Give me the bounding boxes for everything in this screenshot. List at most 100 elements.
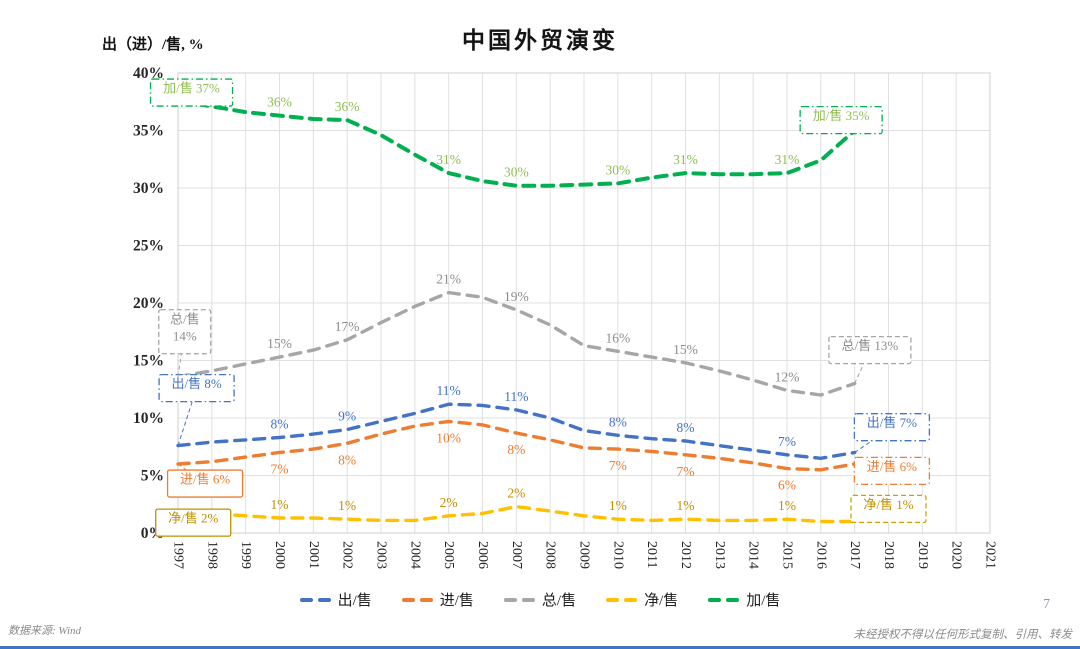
callout-label: 总/售 (170, 311, 200, 326)
x-tick-label: 2001 (306, 541, 321, 569)
series-line-4 (176, 98, 857, 188)
x-tick-label: 2002 (340, 541, 355, 569)
x-tick-label: 2015 (780, 541, 795, 569)
callout-box (853, 413, 931, 442)
source-note: 数据来源: Wind (8, 625, 82, 637)
callout-box (166, 469, 244, 498)
callout-box (158, 373, 235, 403)
legend-dash-icon (299, 597, 331, 602)
data-label: 7% (609, 458, 627, 473)
legend-dash-icon (401, 597, 433, 602)
x-tick-label: 2019 (915, 541, 930, 569)
legend: 出/售 进/售 总/售 净/售 加/售 (0, 589, 1080, 610)
data-label: 2% (507, 486, 525, 501)
callout-box (155, 508, 232, 537)
y-tick-label: 40% (133, 65, 164, 82)
x-tick-label: 2011 (644, 541, 659, 568)
callout-label: 14% (173, 328, 197, 343)
data-label: 21% (436, 272, 461, 287)
callout-label: 加/售 37% (163, 81, 220, 96)
chart-title: 中国外贸演变 (462, 28, 618, 53)
legend-label: 净/售 (644, 593, 679, 609)
y-tick-label: 20% (133, 295, 164, 312)
callout-box (853, 456, 931, 486)
data-label: 1% (338, 498, 356, 513)
x-tick-label: 2012 (678, 541, 693, 569)
footer-accent-bar (0, 646, 1080, 649)
data-label: 15% (267, 336, 292, 351)
legend-item-2: 总/售 (503, 589, 577, 610)
legend-label: 加/售 (746, 593, 781, 609)
callout-label: 进/售 6% (180, 472, 230, 487)
y-tick-label: 30% (133, 180, 164, 197)
x-tick-label: 2018 (881, 541, 896, 569)
data-label: 31% (436, 152, 461, 167)
data-label: 15% (673, 342, 698, 357)
legend-dash-icon (503, 597, 535, 602)
callout-label: 加/售 35% (813, 108, 870, 123)
data-label: 36% (267, 95, 292, 110)
callout-label: 净/售 2% (168, 511, 218, 526)
plot-border (177, 72, 991, 534)
data-label: 1% (677, 498, 695, 513)
x-tick-label: 2009 (577, 541, 592, 569)
data-label: 8% (338, 452, 356, 467)
data-label: 11% (437, 383, 461, 398)
data-label: 30% (605, 162, 630, 177)
x-tick-label: 2014 (746, 541, 761, 569)
legend-item-4: 加/售 (708, 589, 780, 610)
callout-label: 出/售 8% (172, 376, 222, 391)
x-tick-label: 2007 (509, 541, 524, 569)
x-tick-label: 1997 (171, 541, 186, 569)
legend-item-1: 进/售 (401, 589, 474, 610)
y-tick-label: 35% (133, 123, 164, 140)
data-label: 7% (271, 462, 289, 477)
legend-label: 总/售 (541, 593, 577, 609)
callout-label: 总/售 13% (842, 338, 899, 353)
callout-label: 出/售 7% (867, 415, 917, 430)
x-tick-label: 2005 (441, 541, 456, 569)
x-tick-label: 2003 (374, 541, 389, 569)
legend-label: 进/售 (439, 593, 474, 609)
data-label: 2% (440, 495, 458, 510)
y-tick-label: 5% (141, 468, 164, 485)
disclaimer: 未经授权不得以任何形式复制、引用、转发 (853, 629, 1073, 641)
legend-label: 出/售 (337, 593, 372, 609)
y-tick-label: 25% (133, 238, 164, 255)
data-label: 9% (338, 409, 356, 424)
data-label: 8% (609, 414, 627, 429)
legend-item-3: 净/售 (606, 589, 678, 610)
data-label: 1% (271, 497, 289, 512)
x-tick-label: 2008 (543, 541, 558, 569)
data-label: 10% (436, 430, 461, 445)
x-tick-label: 2021 (983, 541, 998, 569)
callout-label: 进/售 6% (867, 459, 917, 474)
x-tick-label: 2016 (813, 541, 828, 569)
data-label: 17% (335, 319, 360, 334)
series-line-2 (176, 290, 857, 397)
x-tick-label: 1998 (204, 541, 219, 569)
page-number: 7 (1043, 596, 1050, 611)
series-line-1 (176, 419, 857, 472)
series-line-0 (176, 402, 857, 461)
callout-box (850, 494, 927, 524)
callout-box (828, 335, 912, 365)
data-label: 6% (778, 478, 796, 493)
x-tick-label: 2000 (272, 541, 287, 569)
data-label: 8% (271, 417, 289, 432)
y-tick-label: 10% (133, 410, 164, 427)
x-tick-label: 2020 (949, 541, 964, 569)
callout-box (158, 309, 212, 355)
data-label: 31% (673, 152, 698, 167)
callout-box (799, 106, 883, 135)
data-label: 11% (504, 389, 528, 404)
data-label: 8% (677, 420, 695, 435)
data-label: 7% (778, 434, 796, 449)
data-label: 30% (504, 165, 529, 180)
legend-dash-icon (606, 597, 638, 602)
series-line-3 (176, 504, 857, 524)
y-axis-title: 出（进）/售, % (102, 37, 204, 53)
data-label: 7% (677, 464, 695, 479)
callout-label: 净/售 1% (863, 497, 913, 512)
